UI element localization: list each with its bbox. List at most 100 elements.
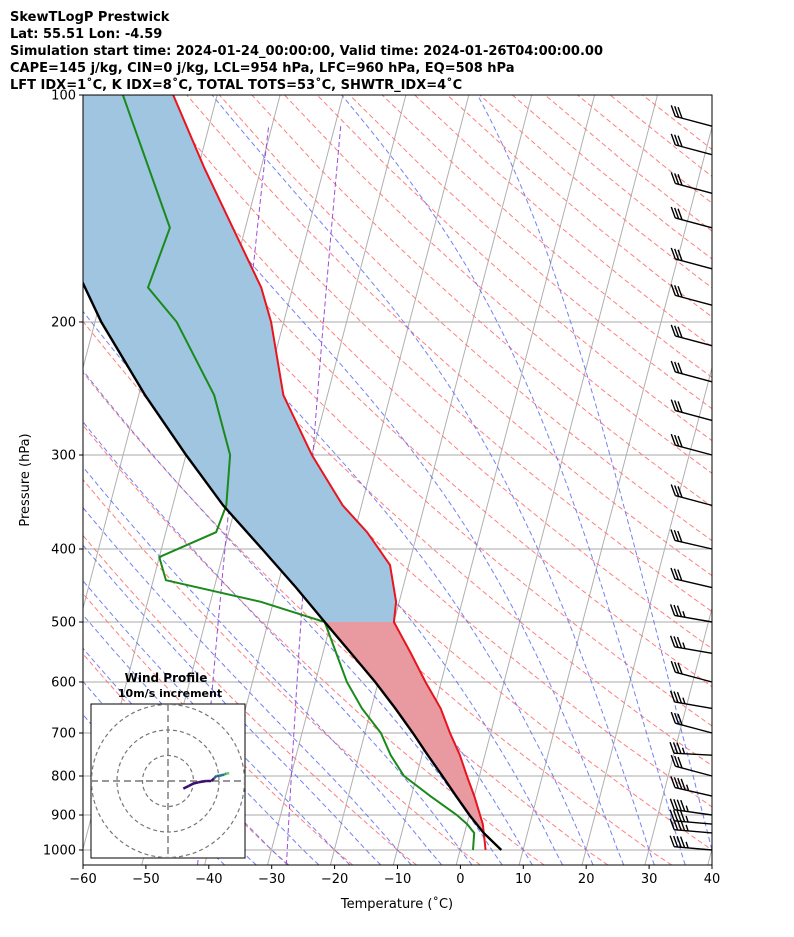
moist-adiabat (83, 420, 473, 865)
barb-staff (674, 752, 713, 756)
dry-adiabat (186, 95, 712, 577)
barb-staff (674, 828, 713, 834)
barb-staff (674, 786, 713, 797)
moist-adiabat (83, 544, 382, 865)
barb-flag (674, 661, 680, 674)
barb-flag (677, 756, 683, 769)
x-tick-label: 40 (704, 872, 721, 887)
hodograph-segment (198, 779, 207, 784)
barb-flag (674, 173, 680, 185)
wind-barb (669, 798, 713, 816)
wind-barb (670, 206, 713, 229)
barb-half (685, 815, 689, 823)
wind-barb (669, 835, 713, 851)
barb-flag (673, 777, 680, 789)
barb-flag (679, 836, 686, 848)
barb-flag (680, 799, 686, 812)
barb-staff (674, 701, 713, 710)
isotherm-line (455, 95, 658, 865)
background-lines (83, 95, 712, 865)
wind-barb (669, 604, 713, 623)
chart-title: SkewTLogP Prestwick (10, 10, 170, 25)
barb-flag (676, 636, 683, 649)
wind-barb (670, 484, 713, 507)
barb-flag (677, 106, 683, 119)
wind-barb (670, 754, 713, 777)
moist-adiabat (83, 580, 351, 865)
y-tick-label: 100 (51, 89, 76, 104)
dewpoint-line (121, 95, 476, 851)
barb-half (685, 824, 689, 832)
dry-adiabat (316, 95, 712, 442)
dry-adiabat (88, 95, 712, 688)
barb-flag (674, 485, 680, 497)
barb-flag (674, 400, 680, 412)
barb-flag (672, 742, 679, 754)
x-tick-label: 20 (578, 872, 595, 887)
dry-adiabat (349, 95, 712, 410)
x-tick-label: −50 (132, 872, 159, 887)
barb-flag (676, 742, 682, 754)
wind-barb (669, 809, 713, 825)
isotherm-line (267, 95, 470, 865)
wind-barbs (669, 105, 713, 851)
barb-flag (673, 798, 679, 811)
barb-flag (669, 604, 676, 616)
barb-staff (675, 409, 713, 422)
barb-flag (679, 810, 686, 822)
isotherm-line (707, 846, 712, 865)
barb-half (685, 805, 689, 812)
wind-barb (670, 247, 713, 270)
barb-flag (677, 777, 683, 790)
barb-flag (670, 324, 676, 337)
barb-staff (675, 371, 713, 383)
moist-adiabat (341, 95, 686, 865)
y-axis-ticks: 1000 900 800 700 600 500 400 300 200 100 (43, 89, 83, 859)
moist-adiabat (83, 156, 594, 865)
x-tick-label: −10 (384, 872, 411, 887)
dry-adiabat (153, 95, 712, 613)
barb-flag (676, 799, 682, 811)
barb-flag (670, 360, 676, 373)
barb-flag (669, 741, 675, 754)
moist-adiabat (83, 466, 443, 865)
barb-flag (673, 529, 680, 542)
dry-adiabat (83, 534, 417, 865)
barb-flag (674, 755, 680, 768)
dry-adiabat (83, 175, 712, 767)
dry-adiabat (121, 95, 712, 650)
wind-barb (670, 105, 713, 127)
wind-barb (670, 172, 713, 194)
barb-flag (676, 605, 683, 617)
barb-flag (673, 691, 679, 703)
barb-flag (677, 435, 683, 448)
x-axis-label: Temperature (˚C) (340, 896, 453, 912)
y-tick-label: 700 (51, 727, 76, 742)
barb-flag (669, 798, 676, 810)
hodograph-segment (210, 777, 215, 782)
y-tick-label: 800 (51, 770, 76, 785)
wind-barb (670, 133, 713, 156)
barb-flag (673, 568, 680, 581)
barb-flag (670, 105, 676, 117)
hodograph-segment (193, 781, 199, 785)
barb-staff (674, 578, 713, 589)
hodograph-segment (218, 773, 225, 778)
dry-adiabat (83, 478, 481, 865)
barb-flag (670, 711, 676, 724)
barb-flag (670, 776, 676, 788)
barb-flag (677, 249, 683, 261)
dry-adiabat (479, 95, 712, 289)
hodograph-inset: Wind Profile 10m/s increment (90, 671, 246, 859)
barb-staff (675, 335, 713, 347)
temperature-line (172, 95, 487, 851)
isotherm-line (581, 365, 712, 865)
location-text: Lat: 55.51 Lon: -4.59 (10, 27, 163, 42)
hodograph-title: Wind Profile (125, 671, 208, 685)
dry-adiabat (414, 95, 712, 348)
mixing-ratio-line (285, 126, 342, 865)
barb-flag (677, 326, 683, 338)
time-text: Simulation start time: 2024-01-24_00:00:… (10, 44, 603, 59)
barb-flag (673, 636, 679, 648)
